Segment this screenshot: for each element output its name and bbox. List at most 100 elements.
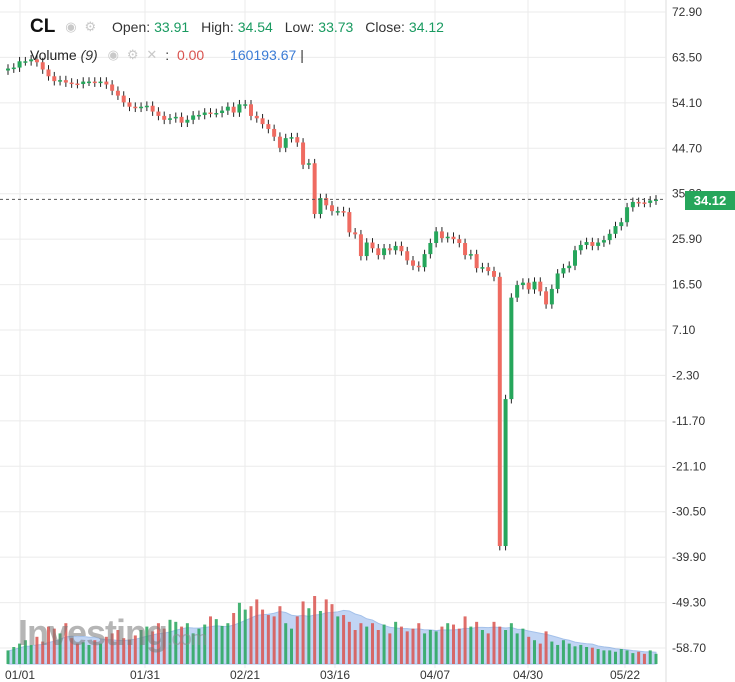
candle-body [619, 222, 624, 227]
volume-bar [388, 633, 392, 664]
volume-bar [365, 626, 369, 664]
candle-body [150, 105, 155, 112]
y-tick-label: -49.30 [672, 596, 706, 610]
volume-bar [261, 609, 265, 664]
volume-bar [567, 643, 571, 664]
low-value: 33.73 [318, 19, 354, 35]
volume-bar [162, 628, 166, 664]
candle-body [642, 202, 647, 204]
volume-bar [417, 623, 421, 664]
candle-body [544, 291, 549, 305]
candle-body [463, 243, 468, 256]
candle-body [584, 242, 589, 245]
candle-body [324, 198, 329, 206]
x-tick-label: 04/07 [420, 668, 450, 682]
x-tick-label: 01/31 [130, 668, 160, 682]
candle-body [179, 116, 184, 123]
candle-body [272, 128, 277, 137]
watermark-suffix: .com [167, 628, 207, 650]
candle-body [69, 82, 74, 85]
y-tick-label: -30.50 [672, 505, 706, 519]
candle-body [11, 67, 16, 70]
volume-bar [359, 623, 363, 664]
candle-body [168, 118, 172, 120]
eye-icon[interactable]: ◉ [65, 19, 77, 34]
candle-body [590, 242, 595, 246]
x-tick-label: 05/22 [610, 668, 640, 682]
volume-bar [23, 640, 27, 664]
volume-separator: : [165, 47, 170, 64]
close-icon[interactable]: ✕ [146, 47, 158, 63]
candle-body [416, 265, 421, 268]
candle-body [87, 81, 91, 84]
candle-body [23, 61, 28, 63]
candle-body [492, 271, 496, 277]
candle-body [231, 106, 236, 113]
volume-bar [75, 643, 79, 664]
volume-legend: Volume (9) ◉ ⚙ ✕ : 0.00 160193.67 | [30, 46, 304, 63]
candle-body [104, 81, 109, 85]
gear-icon[interactable]: ⚙ [126, 47, 139, 63]
candle-body [330, 205, 334, 212]
grid-lines [0, 0, 667, 682]
volume-bar [290, 628, 293, 664]
candle-body [387, 248, 392, 251]
volume-bar [122, 638, 126, 664]
candle-body [277, 136, 282, 148]
candle-body [625, 207, 630, 223]
volume-bar [428, 630, 432, 664]
candle-body [301, 142, 306, 165]
y-tick-label: -39.90 [672, 550, 706, 564]
close-value: 34.12 [408, 19, 444, 35]
volume-bar [457, 628, 461, 664]
volume-bar [347, 621, 351, 664]
candle-body [318, 198, 323, 215]
candle-body [549, 288, 554, 305]
volume-bar [324, 599, 328, 664]
candle-body [503, 399, 508, 547]
candle-body [393, 245, 398, 251]
volume-bar [151, 631, 155, 664]
volume-bar [585, 647, 589, 664]
candle-body [75, 83, 80, 86]
volume-bar [6, 650, 10, 664]
candle-body [532, 281, 537, 290]
candle-body [92, 81, 97, 84]
volume-bar [504, 630, 508, 664]
candle-body [220, 110, 225, 114]
candle-body [648, 200, 653, 203]
volume-bar [110, 633, 114, 664]
y-tick-label: 63.50 [672, 50, 702, 64]
candle-body [486, 267, 491, 272]
x-tick-label: 04/30 [513, 668, 543, 682]
volume-bar [492, 621, 496, 664]
candle-body [382, 248, 387, 256]
x-axis-labels: 01/01 01/31 02/21 03/16 04/07 04/30 05/22 [5, 668, 640, 682]
volume-bar [544, 631, 548, 664]
candle-body [110, 84, 115, 91]
candle-body [208, 112, 213, 115]
volume-bar [446, 623, 450, 664]
candle-body [121, 95, 126, 103]
volume-title: Volume [30, 47, 77, 64]
volume-bar [12, 647, 16, 664]
volume-bar [405, 631, 409, 664]
volume-bar [642, 653, 646, 664]
candle-body [405, 251, 410, 261]
candle-body [613, 226, 618, 234]
y-tick-label: 44.70 [672, 141, 702, 155]
candle-body [139, 106, 144, 109]
eye-icon[interactable]: ◉ [107, 47, 119, 63]
candle-body [370, 242, 375, 249]
volume-bar [550, 641, 554, 664]
volume-bar [527, 636, 531, 664]
gear-icon[interactable]: ⚙ [84, 19, 97, 34]
volume-bar [602, 650, 606, 664]
volume-bar [47, 626, 50, 664]
candle-body [520, 282, 525, 286]
volume-bar [266, 615, 270, 664]
candle-body [358, 234, 363, 257]
candle-body [538, 281, 543, 292]
candle-body [98, 81, 103, 84]
